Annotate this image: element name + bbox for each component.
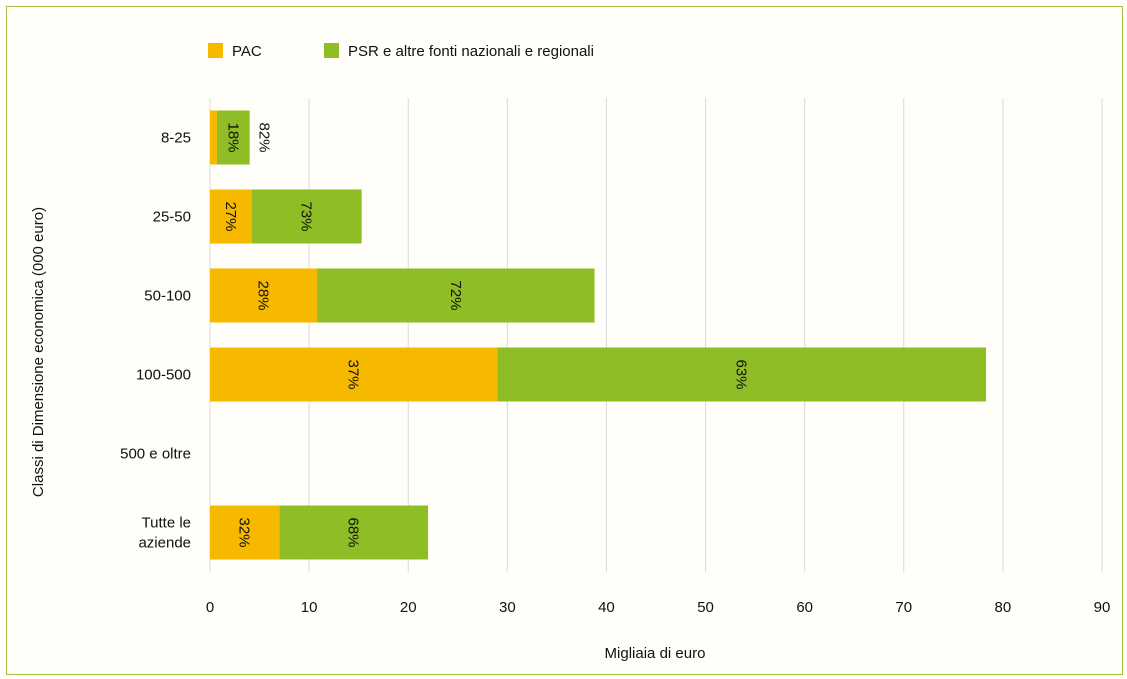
legend: PAC PSR e altre fonti nazionali e region… (208, 43, 594, 60)
data-label: 68% (345, 517, 362, 547)
category-label: 25-50 (153, 209, 191, 226)
category-label: Tutte le (142, 515, 191, 532)
data-label: 28% (255, 280, 272, 310)
x-tick-label: 50 (697, 599, 714, 616)
x-tick-labels: 0 10 20 30 40 50 60 70 80 90 (206, 599, 1111, 616)
legend-label-pac: PAC (232, 43, 262, 60)
data-label: 18% (224, 122, 241, 152)
bar-segment (251, 189, 362, 244)
category-label: aziende (138, 535, 191, 552)
grid (209, 98, 1103, 572)
bar-segment (279, 505, 429, 560)
x-tick-label: 60 (796, 599, 813, 616)
x-tick-label: 40 (598, 599, 615, 616)
bar-segment (216, 110, 250, 165)
x-tick-label: 80 (995, 599, 1012, 616)
data-label-outside: 82% (256, 122, 273, 152)
bars (210, 110, 987, 560)
category-label: 500 e oltre (120, 446, 191, 463)
x-tick-label: 90 (1094, 599, 1111, 616)
bar-segment (317, 268, 595, 323)
bar-segment (210, 268, 318, 323)
x-tick-label: 10 (301, 599, 318, 616)
category-label: 8-25 (161, 130, 191, 147)
x-tick-label: 70 (895, 599, 912, 616)
data-label: 72% (447, 280, 464, 310)
bar-segment (210, 505, 280, 560)
category-label: 50-100 (144, 288, 191, 305)
data-label: 73% (298, 201, 315, 231)
x-tick-label: 30 (499, 599, 516, 616)
data-label: 27% (222, 201, 239, 231)
data-label: 32% (236, 517, 253, 547)
bar-segment (210, 189, 252, 244)
x-axis-title: Migliaia di euro (605, 645, 706, 662)
y-axis-title: Classi di Dimensione economica (000 euro… (30, 207, 47, 497)
bar-segment (210, 110, 217, 165)
data-label: 63% (733, 359, 750, 389)
data-label: 37% (345, 359, 362, 389)
bar-segment (497, 347, 987, 402)
legend-swatch-psr (324, 43, 339, 58)
bar-labels: 18% 82% 27% 73% 28% 72% 37% 63% 32% 68% (222, 122, 750, 547)
category-labels: 8-25 25-50 50-100 100-500 500 e oltre Tutte l… (120, 130, 191, 552)
bar-segment (210, 347, 498, 402)
category-label: 100-500 (136, 367, 191, 384)
x-tick-label: 0 (206, 599, 214, 616)
legend-swatch-pac (208, 43, 223, 58)
x-tick-label: 20 (400, 599, 417, 616)
chart-frame (6, 6, 1123, 675)
legend-label-psr: PSR e altre fonti nazionali e regionali (348, 43, 594, 60)
